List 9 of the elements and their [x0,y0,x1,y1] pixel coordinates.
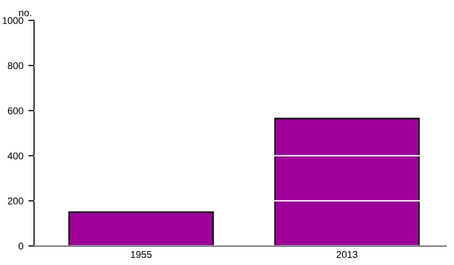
y-tick-label: 600 [8,107,24,114]
y-tick-label: 400 [8,152,24,160]
y-tick-label: 200 [8,198,24,204]
x-tick-label: 1955 [131,251,152,258]
y-tick-label: 0 [18,242,24,250]
y-tick-label: 1000 [2,17,24,24]
x-tick-label: 2013 [336,251,358,258]
y-axis-title: no. [19,10,32,16]
y-tick-label: 800 [8,62,24,70]
